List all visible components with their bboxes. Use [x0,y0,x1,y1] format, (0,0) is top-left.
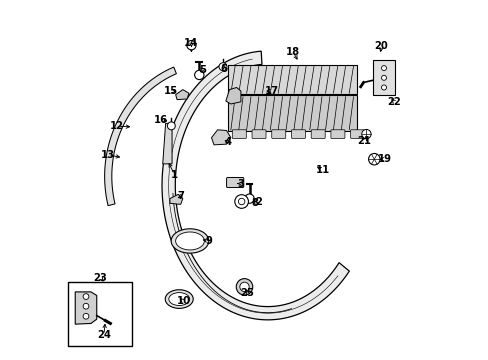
FancyBboxPatch shape [372,59,394,95]
Ellipse shape [168,293,189,306]
Text: 2: 2 [255,197,262,207]
Text: 20: 20 [374,41,387,50]
Circle shape [194,70,203,80]
FancyBboxPatch shape [68,282,132,346]
FancyBboxPatch shape [232,130,246,138]
Ellipse shape [171,229,208,253]
FancyBboxPatch shape [310,130,325,138]
FancyBboxPatch shape [350,130,364,138]
Text: 6: 6 [220,64,227,74]
Circle shape [361,130,370,139]
FancyBboxPatch shape [226,177,244,188]
Polygon shape [175,90,188,100]
Text: 21: 21 [357,136,371,146]
Polygon shape [104,67,176,206]
Circle shape [83,303,89,309]
Text: 1: 1 [171,170,178,180]
FancyBboxPatch shape [271,130,285,138]
Circle shape [239,282,249,292]
FancyBboxPatch shape [330,130,344,138]
Polygon shape [162,51,348,320]
Circle shape [381,85,386,90]
Text: 10: 10 [176,296,190,306]
Circle shape [219,63,226,71]
Text: 5: 5 [199,64,205,75]
FancyBboxPatch shape [291,130,305,138]
Text: 12: 12 [110,121,124,131]
Text: 14: 14 [184,38,198,48]
Circle shape [238,198,244,205]
Text: 13: 13 [101,150,115,160]
Text: 9: 9 [205,236,212,246]
Text: 3: 3 [237,179,244,189]
Circle shape [83,294,89,300]
Polygon shape [211,130,230,145]
Text: 23: 23 [93,273,107,283]
Ellipse shape [175,232,204,250]
Circle shape [381,75,386,80]
Polygon shape [169,194,183,204]
Text: 25: 25 [240,288,254,298]
FancyBboxPatch shape [251,130,265,138]
Circle shape [234,195,248,208]
FancyBboxPatch shape [228,95,357,131]
Text: 24: 24 [97,330,111,340]
Text: 18: 18 [285,46,299,57]
FancyBboxPatch shape [228,64,357,94]
Text: 15: 15 [164,86,178,96]
Text: 17: 17 [264,86,278,96]
Text: 8: 8 [251,198,258,208]
Text: 4: 4 [224,138,231,147]
Circle shape [368,153,379,165]
Circle shape [83,314,89,319]
Circle shape [167,122,175,130]
Text: 19: 19 [377,154,391,164]
Text: 11: 11 [315,165,329,175]
Polygon shape [75,292,97,324]
Text: 16: 16 [154,115,168,125]
Text: 7: 7 [177,191,183,201]
Circle shape [186,41,196,50]
Polygon shape [225,87,241,104]
Text: 22: 22 [386,97,401,107]
Circle shape [244,194,254,203]
Polygon shape [163,123,172,164]
Circle shape [236,279,252,295]
Ellipse shape [165,290,193,309]
Circle shape [381,66,386,71]
